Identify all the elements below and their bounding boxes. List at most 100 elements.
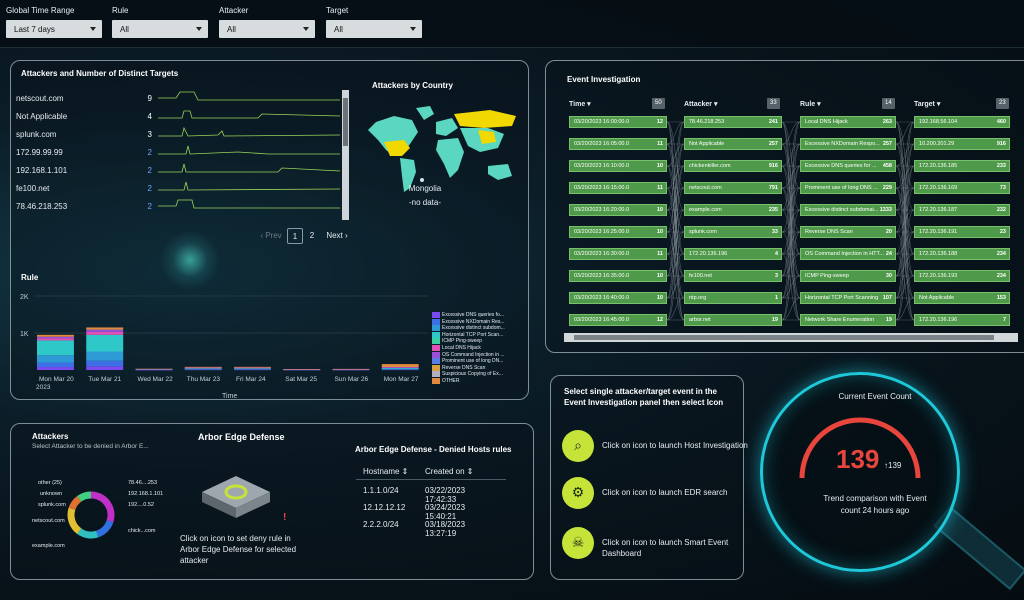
- prev-page-button[interactable]: ‹ Prev: [260, 231, 282, 240]
- bar-segment[interactable]: [86, 366, 124, 370]
- target-select[interactable]: All: [326, 20, 422, 38]
- attacker-cell[interactable]: 78.46.218.253 241: [684, 116, 782, 128]
- target-cell[interactable]: 172.20.136.191 23: [914, 226, 1010, 238]
- attacker-row[interactable]: netscout.com 9: [16, 94, 152, 106]
- legend-item[interactable]: Excessive distinct subdom...: [432, 325, 512, 332]
- attacker-cell[interactable]: example.com 235: [684, 204, 782, 216]
- donut-slice[interactable]: [77, 528, 99, 539]
- donut-slice[interactable]: [95, 519, 114, 538]
- rule-cell[interactable]: Prominent use of long DNS ... 229: [800, 182, 896, 194]
- donut-slice[interactable]: [67, 507, 82, 535]
- bar-segment[interactable]: [184, 366, 222, 368]
- rule-cell[interactable]: Excessive DNS queries for ... 458: [800, 160, 896, 172]
- legend-item[interactable]: Local DNS Hijack: [432, 345, 512, 351]
- time-cell[interactable]: 03/20/2023 16:40:00.0 10: [569, 292, 667, 304]
- time-cell[interactable]: 03/20/2023 16:05:00.0 11: [569, 138, 667, 150]
- edr-search-icon[interactable]: ⚙: [562, 477, 594, 509]
- legend-item[interactable]: Prominent use of long DN...: [432, 358, 512, 365]
- legend-item[interactable]: Excessive DNS queries fo...: [432, 312, 512, 318]
- attacker-cell[interactable]: ntp.org 1: [684, 292, 782, 304]
- attackers-donut-chart[interactable]: [66, 490, 116, 540]
- bar-segment[interactable]: [234, 367, 271, 369]
- bar-segment[interactable]: [135, 369, 173, 370]
- column-header-attacker[interactable]: Attacker ▾: [684, 101, 718, 108]
- rule-cell[interactable]: Reverse DNS Scan 20: [800, 226, 896, 238]
- bar-segment[interactable]: [381, 367, 419, 369]
- attacker-cell[interactable]: 172.20.136.196 4: [684, 248, 782, 260]
- attacker-row[interactable]: 78.46.218.253 2: [16, 202, 152, 214]
- world-map[interactable]: [364, 100, 524, 198]
- bar-segment[interactable]: [184, 369, 222, 370]
- attacker-cell[interactable]: chickenkiller.com 916: [684, 160, 782, 172]
- bar-segment[interactable]: [86, 360, 124, 367]
- donut-slice[interactable]: [77, 491, 92, 502]
- bar-segment[interactable]: [86, 329, 124, 332]
- attacker-cell[interactable]: splunk.com 33: [684, 226, 782, 238]
- target-cell[interactable]: 10.200.201.29 916: [914, 138, 1010, 150]
- time-cell[interactable]: 03/20/2023 16:00:00.0 12: [569, 116, 667, 128]
- rule-cell[interactable]: Excessive distinct subdomai... 1333: [800, 204, 896, 216]
- bar-segment[interactable]: [234, 366, 271, 368]
- rule-cell[interactable]: Network Share Enumeration 19: [800, 314, 896, 326]
- bar-segment[interactable]: [234, 368, 271, 370]
- aed-device-icon[interactable]: [200, 470, 272, 522]
- bar-segment[interactable]: [332, 368, 370, 370]
- rule-cell[interactable]: Excessive NXDomain Respo... 257: [800, 138, 896, 150]
- legend-item[interactable]: OTHER: [432, 378, 512, 384]
- target-cell[interactable]: Not Applicable 153: [914, 292, 1010, 304]
- time-cell[interactable]: 03/20/2023 16:30:00.0 11: [569, 248, 667, 260]
- legend-item[interactable]: Suspicious Copying of Ex...: [432, 371, 512, 378]
- bar-segment[interactable]: [37, 367, 74, 370]
- scroll-thumb[interactable]: [574, 335, 994, 340]
- bar-segment[interactable]: [184, 367, 222, 369]
- rule-cell[interactable]: ICMP Ping-sweep 30: [800, 270, 896, 282]
- target-cell[interactable]: 192.168.56.104 460: [914, 116, 1010, 128]
- rule-cell[interactable]: Horizontal TCP Port Scanning 107: [800, 292, 896, 304]
- bar-segment[interactable]: [381, 369, 419, 370]
- legend-item[interactable]: Horizontal TCP Port Scan...: [432, 331, 512, 338]
- bar-segment[interactable]: [86, 334, 124, 352]
- bar-segment[interactable]: [234, 369, 271, 371]
- bar-segment[interactable]: [184, 367, 222, 369]
- page-2-button[interactable]: 2: [309, 231, 315, 240]
- bar-segment[interactable]: [234, 369, 271, 370]
- attacker-row[interactable]: Not Applicable 4: [16, 112, 152, 124]
- rule-cell[interactable]: OS Command Injection in HTT... 24: [800, 248, 896, 260]
- target-cell[interactable]: 172.20.136.169 73: [914, 182, 1010, 194]
- rule-select[interactable]: All: [112, 20, 208, 38]
- page-1-button[interactable]: 1: [287, 228, 303, 244]
- attacker-cell[interactable]: netscout.com 791: [684, 182, 782, 194]
- time-cell[interactable]: 03/20/2023 16:25:00.0 10: [569, 226, 667, 238]
- created-on-header[interactable]: Created on ⇕: [425, 467, 474, 476]
- bar-segment[interactable]: [283, 369, 321, 370]
- time-cell[interactable]: 03/20/2023 16:20:00.0 10: [569, 204, 667, 216]
- rule-cell[interactable]: Local DNS Hijack 263: [800, 116, 896, 128]
- time-cell[interactable]: 03/20/2023 16:10:00.0 10: [569, 160, 667, 172]
- column-header-rule[interactable]: Rule ▾: [800, 101, 821, 108]
- scroll-thumb[interactable]: [343, 98, 348, 146]
- attacker-select[interactable]: All: [219, 20, 315, 38]
- column-header-target[interactable]: Target ▾: [914, 101, 941, 108]
- bar-segment[interactable]: [37, 340, 74, 356]
- time-cell[interactable]: 03/20/2023 16:35:00.0 10: [569, 270, 667, 282]
- smart-event-icon[interactable]: ☠: [562, 527, 594, 559]
- time-cell[interactable]: 03/20/2023 16:15:00.0 11: [569, 182, 667, 194]
- bar-segment[interactable]: [135, 368, 173, 370]
- bar-segment[interactable]: [381, 367, 419, 368]
- attacker-row[interactable]: 172.99.99.99 2: [16, 148, 152, 160]
- bar-segment[interactable]: [37, 336, 74, 339]
- bar-segment[interactable]: [332, 369, 370, 370]
- legend-item[interactable]: OS Command Injection in ...: [432, 351, 512, 358]
- bar-segment[interactable]: [37, 338, 74, 341]
- donut-slice[interactable]: [68, 495, 82, 511]
- target-cell[interactable]: 172.20.136.185 233: [914, 160, 1010, 172]
- bar-segment[interactable]: [381, 364, 419, 368]
- legend-item[interactable]: Reverse DNS Scan: [432, 364, 512, 371]
- bar-segment[interactable]: [381, 369, 419, 371]
- next-page-button[interactable]: Next ›: [326, 231, 348, 240]
- donut-slice[interactable]: [90, 491, 115, 523]
- attacker-row[interactable]: 192.168.1.101 2: [16, 166, 152, 178]
- attacker-cell[interactable]: arbor.net 19: [684, 314, 782, 326]
- time-cell[interactable]: 03/20/2023 16:45:00.0 12: [569, 314, 667, 326]
- bar-segment[interactable]: [381, 368, 419, 370]
